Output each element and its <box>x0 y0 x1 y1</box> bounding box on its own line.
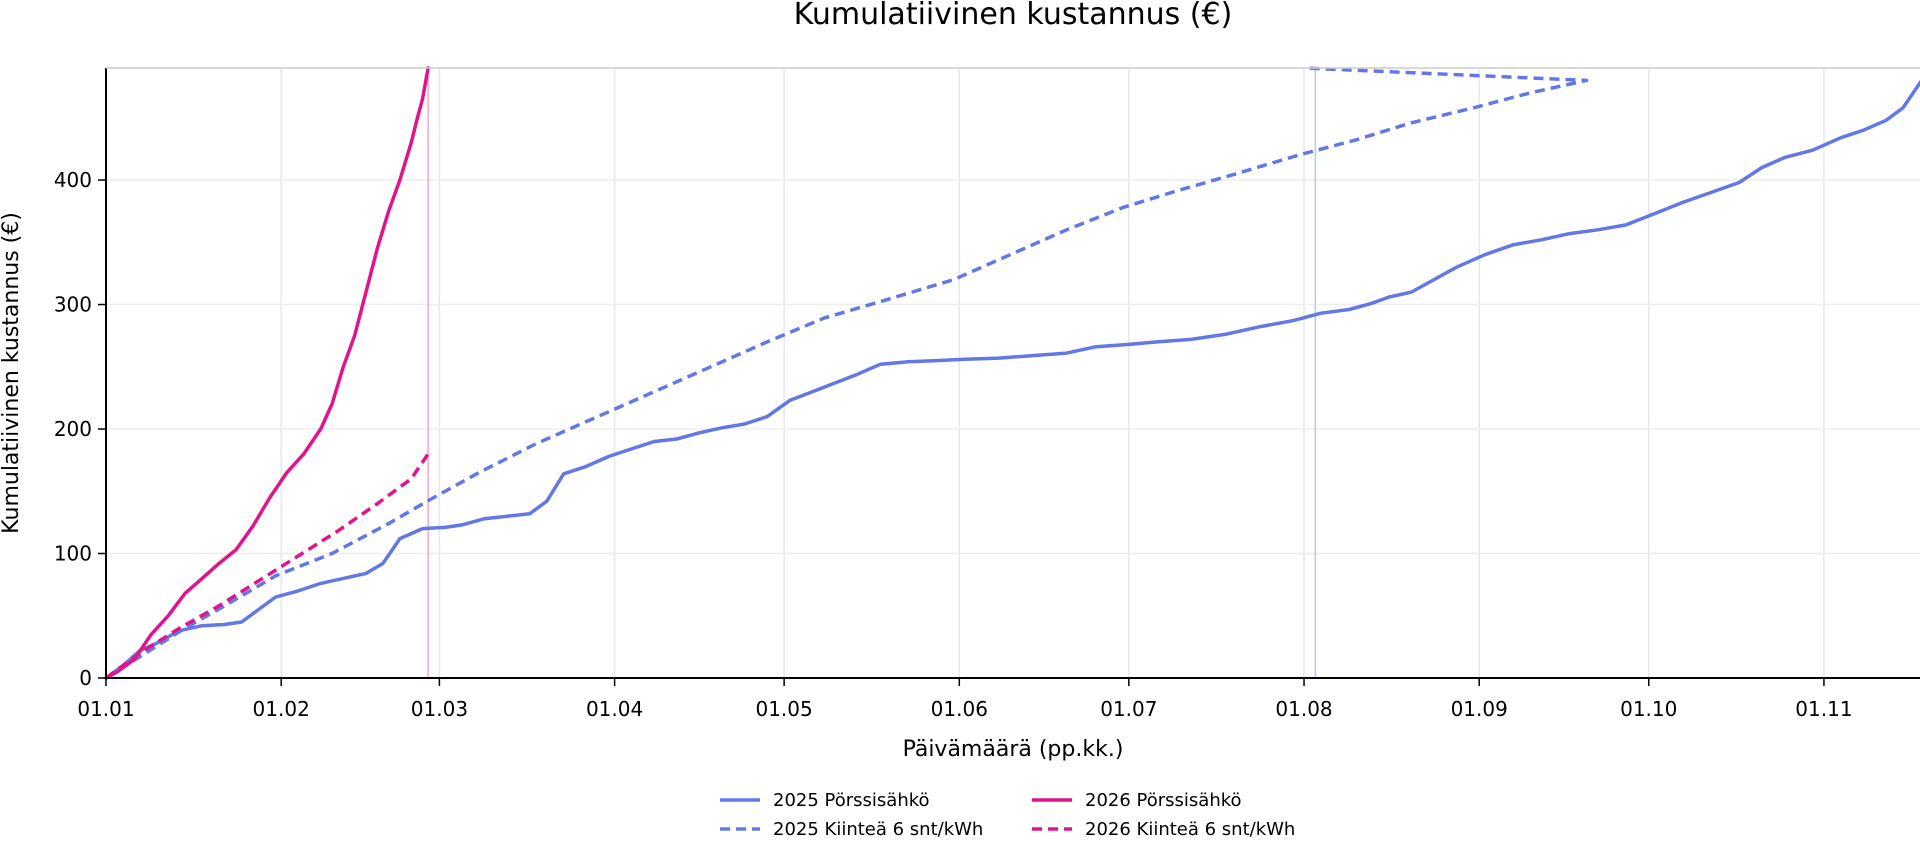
series-line <box>104 452 430 680</box>
y-tick-label: 300 <box>54 293 92 317</box>
grid <box>105 68 1920 679</box>
legend-label: 2025 Kiinteä 6 snt/kWh <box>773 819 983 840</box>
x-tick-label: 01.11 <box>1795 697 1852 721</box>
x-axis-label: Päivämäärä (pp.kk.) <box>903 737 1124 762</box>
legend-label: 2026 Kiinteä 6 snt/kWh <box>1085 819 1295 840</box>
legend-label: 2026 Pörssisähkö <box>1085 790 1242 811</box>
series-lines <box>104 66 1920 680</box>
series-line <box>105 66 1589 680</box>
x-tick-label: 01.09 <box>1451 697 1508 721</box>
y-ticks: 0 100 200 300 400 <box>54 168 106 690</box>
y-tick-label: 0 <box>79 666 92 690</box>
chart-title: Kumulatiivinen kustannus (€) <box>794 0 1233 32</box>
x-tick-label: 01.03 <box>411 697 468 721</box>
marker-lines <box>427 68 1317 678</box>
x-tick-label: 01.04 <box>586 697 643 721</box>
x-tick-label: 01.02 <box>253 697 310 721</box>
y-axis-label: Kumulatiivinen kustannus (€) <box>0 212 24 534</box>
x-tick-label: 01.06 <box>931 697 988 721</box>
x-ticks: 01.01 01.02 01.03 01.04 01.05 01.06 01.07 01.08… <box>77 678 1853 721</box>
x-tick-label: 01.05 <box>755 697 812 721</box>
y-tick-label: 400 <box>54 168 92 192</box>
x-tick-label: 01.07 <box>1100 697 1157 721</box>
axes <box>105 67 1920 679</box>
series-line <box>104 66 430 680</box>
y-tick-label: 100 <box>54 542 92 566</box>
x-tick-label: 01.08 <box>1275 697 1332 721</box>
y-tick-label: 200 <box>54 417 92 441</box>
x-tick-label: 01.10 <box>1620 697 1677 721</box>
legend-label: 2025 Pörssisähkö <box>773 790 930 811</box>
x-tick-label: 01.01 <box>77 697 134 721</box>
series-line <box>104 80 1920 680</box>
legend: 2025 Pörssisähkö 2026 Pörssisähkö 2025 Kii… <box>720 790 1295 840</box>
